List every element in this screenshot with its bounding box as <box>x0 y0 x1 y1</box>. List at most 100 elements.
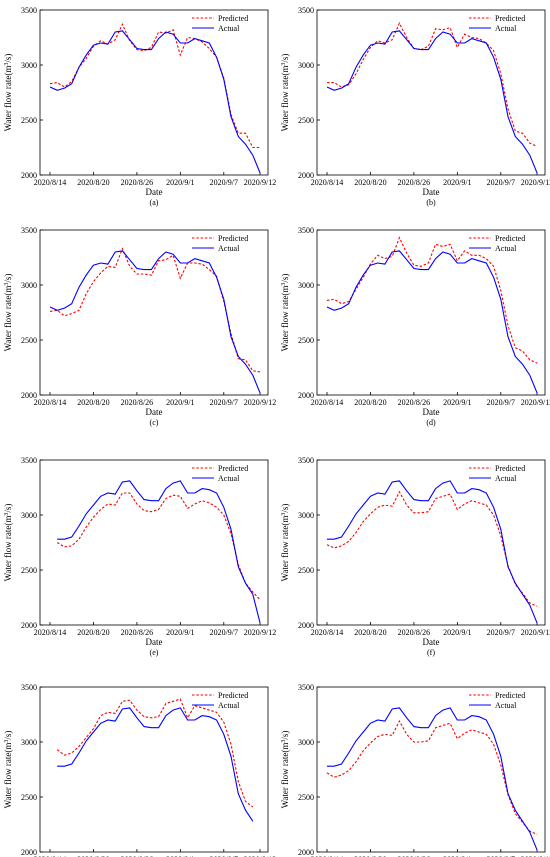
x-tick-label: 2020/8/14 <box>311 178 343 187</box>
x-tick-label: 2020/9/7 <box>487 398 515 407</box>
y-axis-title: Water flow rate(m3/s) <box>280 274 290 352</box>
series-line-actual <box>326 30 538 174</box>
panel-label: (c) <box>150 418 159 427</box>
y-tick-label: 3000 <box>298 511 314 520</box>
y-tick-label: 2500 <box>21 566 37 575</box>
plot-frame <box>316 229 546 396</box>
legend-label-actual: Actual <box>495 244 517 253</box>
series-line-predicted <box>326 490 538 607</box>
x-tick-label: 2020/8/26 <box>121 855 153 857</box>
plot-frame <box>316 9 546 176</box>
plot-frame <box>39 9 269 176</box>
legend-label-predicted: Predicted <box>495 464 525 473</box>
panel-label: (e) <box>150 648 159 657</box>
y-axis-title: Water flow rate(m3/s) <box>280 731 290 809</box>
x-tick-label: 2020/8/14 <box>34 398 66 407</box>
legend-label-predicted: Predicted <box>495 234 525 243</box>
series-line-predicted <box>326 719 538 835</box>
x-tick-label: 2020/8/26 <box>121 178 153 187</box>
y-tick-label: 2500 <box>298 793 314 802</box>
y-tick-label: 3500 <box>298 6 314 15</box>
x-tick-label: 2020/9/7 <box>487 178 515 187</box>
x-tick-label: 2020/9/1 <box>443 628 471 637</box>
y-tick-label: 2500 <box>21 336 37 345</box>
x-tick-label: 2020/8/26 <box>398 398 430 407</box>
y-tick-label: 3000 <box>298 281 314 290</box>
chart-c: 2000 2500 3000 3500 2020/8/14 2020/8/20 2020/8… <box>3 226 276 427</box>
x-axis-title: Date <box>146 187 163 197</box>
chart-f: 2000 2500 3000 3500 2020/8/14 2020/8/20 2020/8… <box>280 456 550 657</box>
series-line-actual <box>327 480 538 624</box>
chart-a: 2000 2500 3000 3500 2020/8/14 2020/8/20 2020/8… <box>3 6 276 207</box>
x-tick-label: 2020/8/26 <box>121 628 153 637</box>
x-tick-label: 2020/8/14 <box>34 178 66 187</box>
y-tick-label: 2500 <box>298 336 314 345</box>
x-tick-label: 2020/9/7 <box>210 628 238 637</box>
x-tick-label: 2020/8/20 <box>354 855 386 857</box>
y-tick-label: 3000 <box>21 281 37 290</box>
y-tick-label: 2000 <box>298 391 314 400</box>
y-tick-label: 3500 <box>21 6 37 15</box>
x-tick-label: 2020/8/14 <box>311 398 343 407</box>
chart-h: 2000 2500 3000 3500 2020/8/14 2020/8/20 2020/8… <box>280 683 550 857</box>
series-line-predicted <box>326 236 538 364</box>
y-tick-label: 2000 <box>298 171 314 180</box>
plot-frame <box>316 459 546 626</box>
x-tick-label: 2020/8/20 <box>354 178 386 187</box>
x-tick-label: 2020/8/26 <box>121 398 153 407</box>
x-tick-label: 2020/9/1 <box>166 398 194 407</box>
y-tick-label: 3500 <box>298 226 314 235</box>
x-tick-label: 2020/8/26 <box>398 628 430 637</box>
legend-label-actual: Actual <box>495 474 517 483</box>
x-tick-label: 2020/9/1 <box>443 855 471 857</box>
x-tick-label: 2020/9/7 <box>210 398 238 407</box>
y-axis-title: Water flow rate(m3/s) <box>3 731 13 809</box>
legend-label-actual: Actual <box>495 24 517 33</box>
legend-label-actual: Actual <box>218 474 240 483</box>
plot-frame <box>39 459 269 626</box>
x-tick-label: 2020/8/26 <box>398 855 430 857</box>
y-tick-label: 2000 <box>298 621 314 630</box>
series-line-predicted <box>49 22 260 149</box>
x-tick-label: 2020/9/1 <box>166 628 194 637</box>
x-tick-label: 2020/9/12 <box>244 398 276 407</box>
y-tick-label: 2000 <box>21 171 37 180</box>
y-axis-title: Water flow rate(m3/s) <box>280 54 290 132</box>
series-line-actual <box>49 250 261 394</box>
chart-d: 2000 2500 3000 3500 2020/8/14 2020/8/20 2020/8… <box>280 226 550 427</box>
plot-frame <box>39 686 269 853</box>
y-tick-label: 3000 <box>21 738 37 747</box>
legend-label-predicted: Predicted <box>495 691 525 700</box>
chart-b: 2000 2500 3000 3500 2020/8/14 2020/8/20 2020/8… <box>280 6 550 207</box>
x-tick-label: 2020/9/12 <box>521 855 550 857</box>
x-tick-label: 2020/9/1 <box>443 398 471 407</box>
series-line-predicted <box>327 21 538 147</box>
y-tick-label: 3000 <box>298 61 314 70</box>
x-tick-label: 2020/9/12 <box>244 178 276 187</box>
y-tick-label: 3000 <box>298 738 314 747</box>
y-tick-label: 3000 <box>21 61 37 70</box>
x-tick-label: 2020/9/12 <box>244 855 276 857</box>
legend-label-actual: Actual <box>218 24 240 33</box>
legend-label-predicted: Predicted <box>218 234 248 243</box>
x-tick-label: 2020/9/12 <box>244 628 276 637</box>
panel-label: (b) <box>426 198 436 207</box>
y-tick-label: 2000 <box>21 848 37 857</box>
y-tick-label: 2500 <box>298 116 314 125</box>
series-line-actual <box>57 480 261 623</box>
y-tick-label: 3500 <box>298 683 314 692</box>
y-tick-label: 3000 <box>21 511 37 520</box>
panel-label: (a) <box>150 198 159 207</box>
y-tick-label: 3500 <box>21 683 37 692</box>
x-tick-label: 2020/8/20 <box>354 628 386 637</box>
panel-label: (d) <box>426 418 436 427</box>
x-tick-label: 2020/8/20 <box>77 628 109 637</box>
series-line-predicted <box>56 698 254 808</box>
series-line-predicted <box>49 247 261 373</box>
y-axis-title: Water flow rate(m3/s) <box>3 274 13 352</box>
x-tick-label: 2020/8/20 <box>354 398 386 407</box>
